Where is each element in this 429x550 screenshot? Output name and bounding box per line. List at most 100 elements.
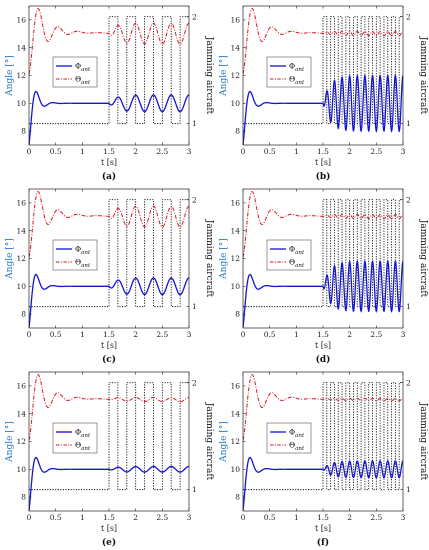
legend-label: Φant	[75, 62, 91, 74]
y-tick-label-left: 12	[230, 71, 240, 80]
series-jamming-line	[29, 382, 189, 491]
panel-caption: (b)	[316, 171, 331, 182]
y-tick-label-left: 12	[16, 254, 26, 263]
series-phi-ant-line	[29, 273, 189, 328]
series-theta-ant-line	[29, 191, 189, 258]
y-tick-label-left: 12	[16, 71, 26, 80]
x-tick-label: 2.5	[156, 147, 168, 156]
y-tick-label-right: 2	[406, 195, 411, 204]
x-tick-label: 0	[241, 147, 246, 156]
x-tick-label: 1.5	[317, 147, 329, 156]
x-tick-label: 3	[187, 330, 192, 339]
plot-area	[243, 191, 403, 328]
x-tick-label: 1.5	[317, 513, 329, 522]
x-tick-label: 0.5	[50, 147, 62, 156]
x-tick-label: 1	[294, 513, 299, 522]
legend-box	[52, 239, 98, 271]
y-tick-label-left: 8	[235, 493, 240, 502]
x-tick-label: 1	[80, 147, 85, 156]
series-theta-ant-line	[243, 8, 403, 75]
x-tick-label: 0	[27, 147, 32, 156]
y-tick-label-left: 16	[16, 382, 26, 391]
series-theta-ant-line	[29, 8, 189, 75]
series-jamming-line	[29, 199, 189, 308]
plot-area	[29, 191, 189, 328]
y-tick-label-left: 16	[230, 199, 240, 208]
y-tick-label-right: 2	[406, 12, 411, 21]
series-theta-ant-line	[243, 374, 403, 441]
legend-label: Φant	[75, 245, 91, 257]
x-tick-label: 1	[80, 513, 85, 522]
legend-label: Φant	[289, 245, 305, 257]
y-tick-label-left: 16	[230, 16, 240, 25]
y-tick-label-right: 1	[192, 485, 197, 494]
y-axis-label-right: Jamming aircraft	[418, 402, 428, 481]
x-axis-label: t [s]	[101, 524, 117, 533]
x-tick-label: 1	[294, 147, 299, 156]
y-tick-label-left: 10	[16, 99, 26, 108]
series-phi-ant-line	[29, 456, 189, 511]
y-tick-label-left: 14	[16, 226, 26, 235]
y-tick-label-right: 1	[406, 302, 411, 311]
series-theta-ant-line	[243, 191, 403, 258]
series-theta-ant-line	[29, 374, 189, 441]
x-axis-label: t [s]	[315, 341, 331, 350]
y-axis-label-right: Jamming aircraft	[418, 219, 428, 298]
y-axis-label-right: Jamming aircraft	[204, 219, 214, 298]
x-tick-label: 3	[401, 147, 406, 156]
x-tick-label: 2.5	[370, 330, 382, 339]
y-tick-label-left: 12	[230, 437, 240, 446]
series-phi-ant-line	[29, 90, 189, 145]
legend-box	[266, 239, 312, 271]
y-axis-label-left: Angle [°]	[219, 55, 229, 97]
series-jamming-line	[243, 16, 403, 125]
x-tick-label: 2.5	[156, 513, 168, 522]
y-tick-label-left: 14	[230, 409, 240, 418]
y-axis-label-right: Jamming aircraft	[418, 36, 428, 115]
y-tick-label-left: 8	[21, 493, 26, 502]
x-tick-label: 2	[347, 147, 352, 156]
x-tick-label: 1.5	[103, 147, 115, 156]
legend-label: Φant	[75, 428, 91, 440]
plot-area	[29, 8, 189, 145]
x-axis-label: t [s]	[101, 341, 117, 350]
plot-area	[243, 8, 403, 145]
x-axis-label: t [s]	[315, 158, 331, 167]
legend-label: Θant	[289, 441, 305, 453]
legend-label: Θant	[75, 75, 91, 87]
y-axis-label-left: Angle [°]	[219, 238, 229, 280]
x-tick-label: 2	[133, 330, 138, 339]
y-tick-label-left: 12	[230, 254, 240, 263]
series-jamming-line	[29, 16, 189, 125]
plot-area	[243, 374, 403, 511]
legend-label: Θant	[75, 441, 91, 453]
x-tick-label: 1	[80, 330, 85, 339]
x-axis-label: t [s]	[101, 158, 117, 167]
y-tick-label-left: 14	[16, 43, 26, 52]
x-tick-label: 0	[241, 330, 246, 339]
y-tick-label-left: 16	[230, 382, 240, 391]
y-tick-label-left: 10	[230, 99, 240, 108]
x-tick-label: 2.5	[370, 147, 382, 156]
series-jamming-line	[243, 382, 403, 491]
y-tick-label-right: 1	[192, 302, 197, 311]
series-jamming-line	[243, 199, 403, 308]
x-tick-label: 1	[294, 330, 299, 339]
x-tick-label: 3	[401, 513, 406, 522]
series-phi-ant-line	[243, 456, 403, 511]
x-tick-label: 2	[347, 513, 352, 522]
y-tick-label-left: 10	[230, 465, 240, 474]
y-tick-label-left: 10	[16, 465, 26, 474]
panel-caption: (d)	[316, 354, 331, 365]
x-axis-label: t [s]	[315, 524, 331, 533]
x-tick-label: 2.5	[370, 513, 382, 522]
x-tick-label: 0	[27, 513, 32, 522]
y-tick-label-right: 1	[406, 119, 411, 128]
x-tick-label: 2.5	[156, 330, 168, 339]
legend-box	[266, 56, 312, 88]
y-tick-label-left: 10	[16, 282, 26, 291]
legend-label: Θant	[75, 258, 91, 270]
